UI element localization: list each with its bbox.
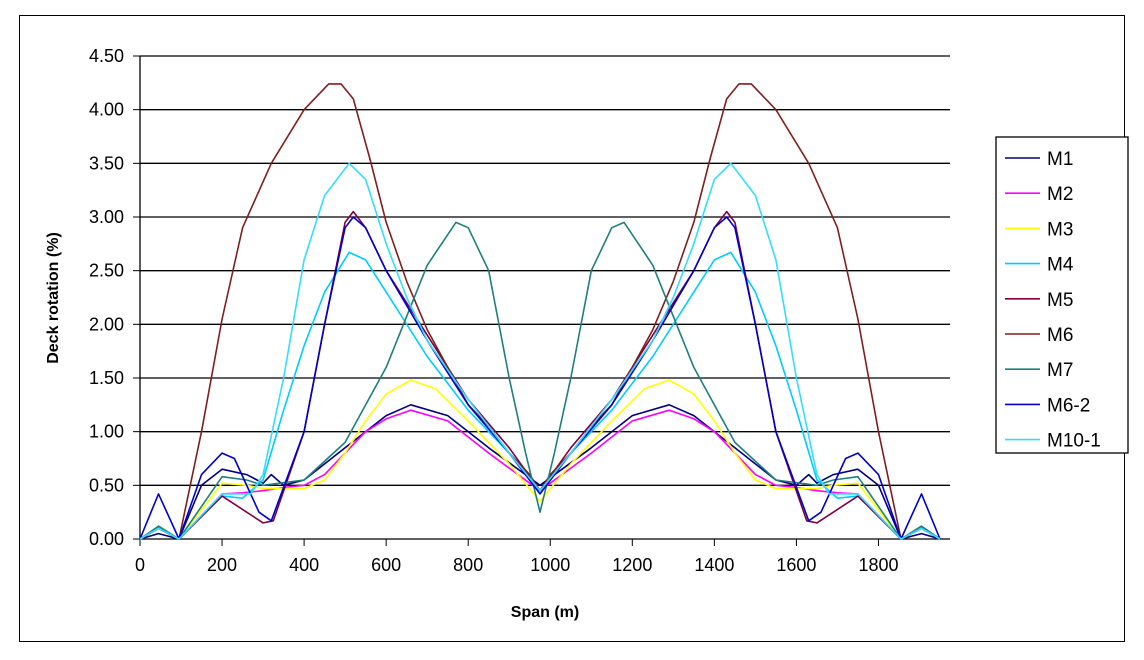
y-tick-label: 4.00: [89, 100, 124, 120]
y-tick-label: 1.00: [89, 422, 124, 442]
legend-label: M7: [1047, 360, 1073, 381]
legend-label: M6-2: [1047, 395, 1090, 416]
series-line-m7: [139, 221, 941, 540]
y-tick-label: 0.00: [89, 529, 124, 549]
legend-box: [995, 136, 1129, 454]
x-tick-label: 800: [453, 555, 483, 575]
x-tick-label: 1600: [776, 555, 816, 575]
legend-label: M2: [1047, 184, 1073, 205]
x-tick-label: 200: [207, 555, 237, 575]
y-tick-label: 3.00: [89, 207, 124, 227]
axes: 0.00 0.50 1.00 1.50 2.00 2.50 3.00 3.50 4.00 4.50…: [89, 46, 950, 575]
x-tick-label: 600: [371, 555, 401, 575]
legend-label: M6: [1047, 325, 1073, 346]
series-lines: [139, 83, 941, 540]
series-line-m6: [139, 83, 941, 540]
series-line-m10-1: [139, 162, 941, 540]
y-tick-label: 0.50: [89, 475, 124, 495]
x-tick-label: 400: [289, 555, 319, 575]
x-tick-label: 1200: [612, 555, 652, 575]
x-tick-label: 1400: [694, 555, 734, 575]
y-tick-label: 2.50: [89, 261, 124, 281]
x-axis-label: Span (m): [511, 604, 579, 621]
y-tick-label: 1.50: [89, 368, 124, 388]
gridlines: [140, 55, 950, 486]
series-line-m2: [139, 409, 941, 540]
legend-label: M10-1: [1047, 431, 1101, 452]
legend: M1 M2 M3 M4 M5 M6 M7 M6-2 M10-1: [995, 136, 1129, 454]
y-axis-label: Deck rotation (%): [45, 232, 62, 364]
x-tick-label: 0: [135, 555, 145, 575]
legend-label: M3: [1047, 219, 1073, 240]
y-tick-label: 2.00: [89, 314, 124, 334]
series-line-m3: [139, 379, 941, 540]
series-line-m1: [139, 403, 941, 540]
legend-label: M4: [1047, 255, 1074, 276]
x-tick-label: 1000: [530, 555, 570, 575]
y-tick-label: 3.50: [89, 153, 124, 173]
legend-label: M5: [1047, 290, 1073, 311]
series-line-m4: [139, 251, 941, 540]
y-tick-label: 4.50: [89, 46, 124, 66]
legend-label: M1: [1047, 149, 1073, 170]
x-tick-label: 1800: [858, 555, 898, 575]
